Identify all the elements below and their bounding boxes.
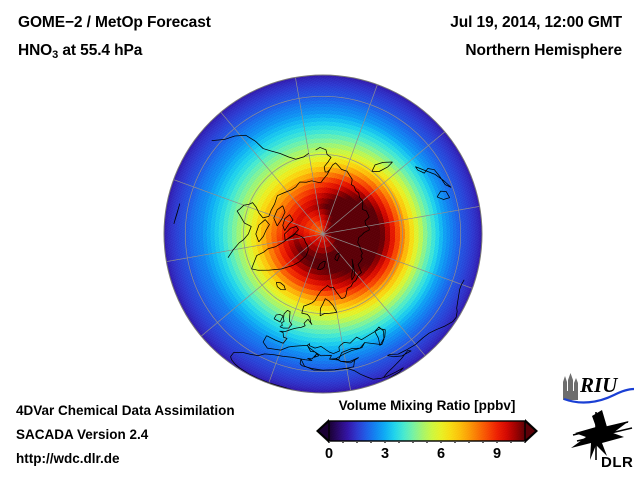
version-label: SACADA Version 2.4 — [16, 427, 149, 442]
dlr-mark-strokes — [572, 412, 633, 460]
dlr-logo: DLR — [566, 408, 636, 471]
colorbar-gradient — [316, 419, 538, 443]
colorbar-tick-0: 0 — [324, 446, 334, 462]
assimilation-method-label: 4DVar Chemical Data Assimilation — [16, 403, 235, 418]
species-level-label: HNO3 at 55.4 hPa — [18, 42, 142, 61]
orthographic-globe-map — [163, 74, 483, 394]
website-url-label: http://wdc.dlr.de — [16, 451, 120, 466]
region-label: Northern Hemisphere — [465, 42, 622, 59]
datetime-label: Jul 19, 2014, 12:00 GMT — [450, 14, 622, 31]
species-formula-subscript: 3 — [52, 49, 59, 61]
species-level-suffix: at 55.4 hPa — [58, 42, 143, 59]
riu-wordmark: RIU — [579, 373, 619, 397]
riu-wave-icon — [563, 387, 635, 404]
colorbar-tick-6: 6 — [436, 446, 446, 462]
riu-towers-icon — [563, 373, 578, 400]
species-formula-prefix: HNO — [18, 42, 53, 59]
riu-logo: RIU — [558, 370, 636, 404]
colorbar-tick-9: 9 — [492, 446, 502, 462]
page-title: GOME−2 / MetOp Forecast — [18, 14, 211, 31]
globe-field-canvas — [163, 74, 483, 394]
colorbar-tick-3: 3 — [380, 446, 390, 462]
colorbar-legend: Volume Mixing Ratio [ppbv] 0 3 6 9 — [312, 398, 542, 476]
colorbar-title: Volume Mixing Ratio [ppbv] — [338, 398, 516, 413]
dlr-wordmark: DLR — [601, 454, 633, 470]
